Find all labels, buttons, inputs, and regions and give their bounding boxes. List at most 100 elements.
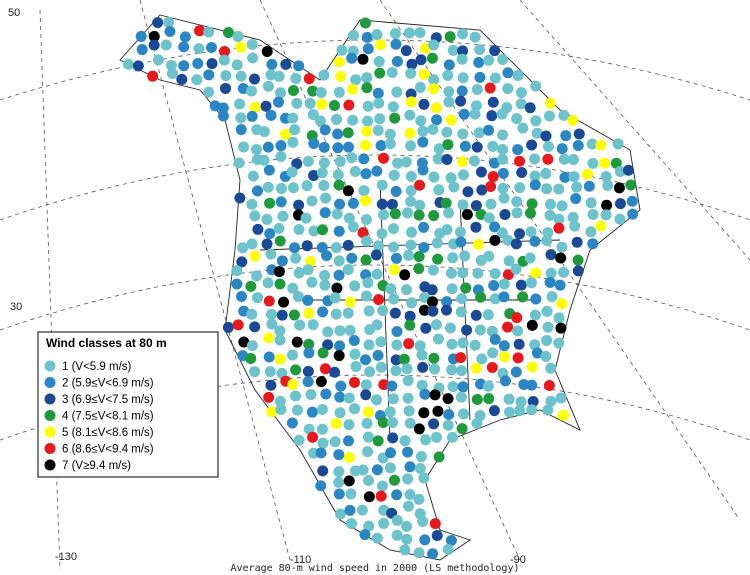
station-dot [274,278,286,290]
station-dot [531,347,543,359]
station-dot [542,321,554,333]
station-dot [433,184,445,196]
station-dot [459,250,471,262]
station-dot [358,185,370,197]
station-dot [375,336,387,348]
station-dot [371,464,383,476]
station-dot [405,88,417,100]
station-dot [558,109,570,121]
station-dot [489,221,501,233]
legend-swatch [44,393,56,405]
station-dot [426,284,438,296]
station-dot [512,70,524,82]
station-dot [483,124,495,136]
station-dot [357,227,369,239]
station-dot [315,447,327,459]
station-dot [258,126,270,138]
station-dot [559,171,571,183]
station-dot [302,264,314,276]
station-dot [441,304,453,316]
station-dot [475,291,487,303]
station-dot [472,239,484,251]
station-dot [457,337,469,349]
station-dot [292,290,304,302]
station-dot [447,44,459,56]
station-dot [333,466,345,478]
station-dot [234,192,246,204]
station-dot [286,166,298,178]
station-dot [498,340,510,352]
station-dot [402,500,414,512]
station-dot [516,166,528,178]
station-dot [496,108,508,120]
station-dot [333,488,345,500]
station-dot [274,325,286,337]
station-dot [231,59,243,71]
station-dot [374,39,386,51]
station-dot [357,464,369,476]
station-dot [457,45,469,57]
station-dot [390,185,402,197]
station-dot [307,431,319,443]
station-dot [388,241,400,253]
station-dot [443,96,455,108]
station-dot [265,308,277,320]
station-dot [582,168,594,180]
station-dot [402,446,414,458]
station-dot [132,60,144,72]
station-dot [572,140,584,152]
station-dot [489,293,501,305]
station-dot [331,282,343,294]
station-dot [249,366,261,378]
station-dot [448,181,460,193]
station-dot [529,235,541,247]
station-dot [614,165,626,177]
station-dot [303,338,315,350]
station-dot [361,417,373,429]
station-dot [428,352,440,364]
station-dot [176,73,188,85]
station-dot [601,199,613,211]
station-dot [440,197,452,209]
station-dot [361,82,373,94]
station-dot [399,435,411,447]
station-dot [165,59,177,71]
station-dot [432,333,444,345]
station-dot [524,252,536,264]
station-dot [544,97,556,109]
station-dot [431,529,443,541]
station-dot [542,404,554,416]
station-dot [441,126,453,138]
graticule-line [379,0,741,521]
station-dot [371,319,383,331]
station-dot [555,252,567,264]
station-dot [342,263,354,275]
station-dot [322,326,334,338]
legend-label: 5 (8.1≤V<8.6 m/s) [62,427,154,439]
station-dot [497,167,509,179]
station-dot [545,249,557,261]
station-dot [497,182,509,194]
station-dot [502,321,514,333]
station-dot [166,68,178,80]
station-dot [483,54,495,66]
station-dot [349,280,361,292]
station-dot [249,321,261,333]
station-dot [349,348,361,360]
station-dot [287,85,299,97]
station-dot [262,181,274,193]
station-dot [264,228,276,240]
station-dot [263,351,275,363]
station-dot [342,127,354,139]
station-dot [427,305,439,317]
station-dot [416,379,428,391]
station-dot [502,67,514,79]
lon-label: -90 [510,554,526,566]
station-dot [529,179,541,191]
station-dot [357,53,369,65]
station-dot [362,406,374,418]
station-dot [372,240,384,252]
station-dot [333,449,345,461]
legend-label: 1 (V<5.9 m/s) [62,361,132,373]
station-dot [400,284,412,296]
